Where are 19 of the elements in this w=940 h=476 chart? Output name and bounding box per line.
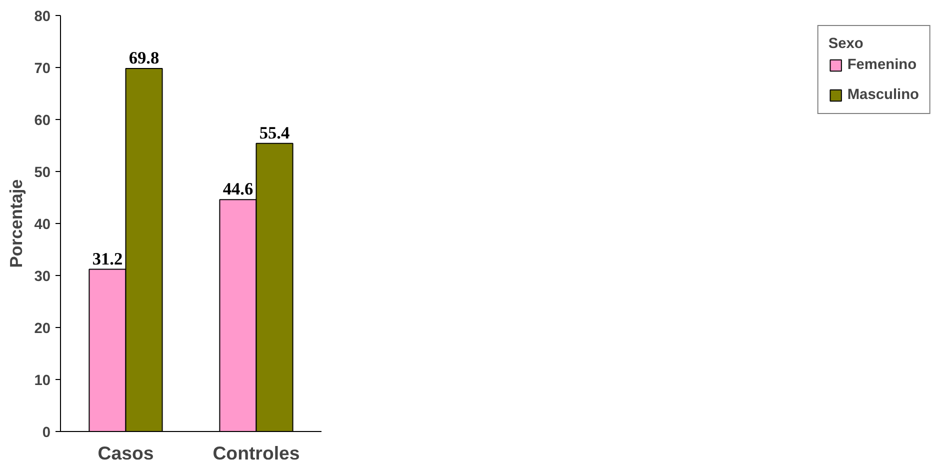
legend-title: Sexo: [828, 36, 864, 52]
y-tick-label: 50: [34, 165, 51, 181]
data-label: 69.8: [128, 48, 160, 68]
y-tick-label: 80: [34, 9, 51, 25]
y-axis-title: Porcentaje: [6, 178, 26, 268]
legend-label: Masculino: [847, 87, 919, 103]
y-tick-label: 40: [34, 217, 51, 233]
legend-label: Femenino: [847, 57, 917, 73]
data-label: 44.6: [222, 180, 254, 199]
data-label: 31.2: [92, 249, 123, 268]
x-tick-label: Controles: [212, 442, 300, 464]
y-tick-label: 30: [34, 269, 51, 285]
data-label: 55.4: [259, 123, 290, 142]
y-tick-label: 20: [34, 321, 51, 337]
x-tick-label: Casos: [98, 442, 154, 464]
y-tick-label: 70: [34, 61, 51, 77]
y-tick-label: 60: [34, 113, 51, 129]
y-tick-label: 10: [34, 373, 51, 389]
y-tick-label: 0: [42, 425, 51, 441]
